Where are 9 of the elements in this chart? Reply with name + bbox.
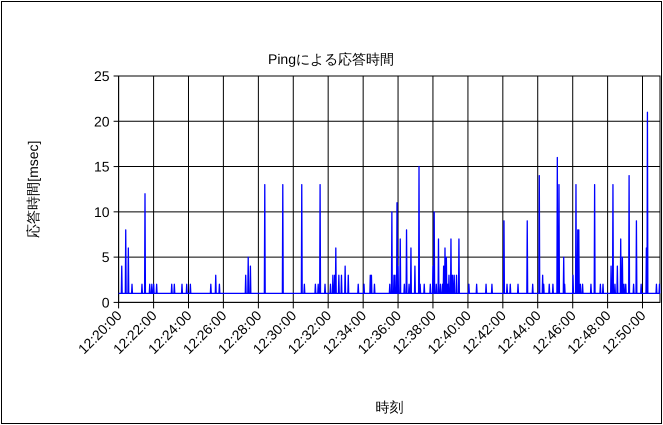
y-tick-label: 5: [102, 249, 110, 266]
y-tick-label: 0: [102, 294, 110, 310]
y-tick-label: 15: [94, 158, 110, 175]
y-axis-title: 応答時間[msec]: [25, 140, 41, 238]
y-tick-label: 20: [94, 113, 110, 130]
chart-title: Pingによる応答時間: [268, 51, 394, 67]
y-tick-label: 10: [94, 204, 110, 220]
x-axis-title: 時刻: [375, 399, 404, 415]
y-tick-label: 25: [94, 68, 110, 84]
